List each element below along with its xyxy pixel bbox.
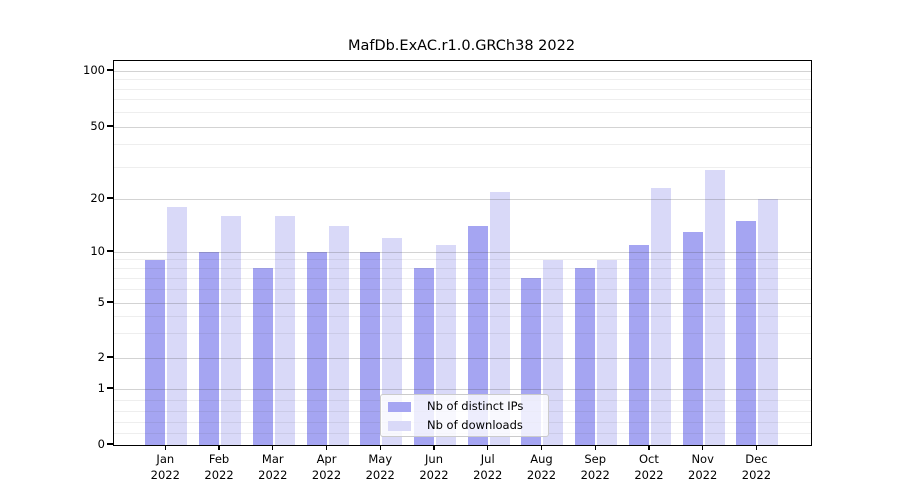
gridline-major [114,126,811,128]
x-tick [272,445,274,450]
y-tick [107,69,113,71]
x-tick-label: Aug 2022 [526,452,557,482]
x-tick-label: Mar 2022 [258,452,288,482]
x-tick [379,445,381,450]
grid-layer [114,61,811,445]
x-tick [487,445,489,450]
y-tick [107,443,113,445]
gridline-minor [114,111,811,113]
bar-downloads [167,207,188,445]
gridline-major [114,198,811,200]
gridline-minor [114,259,811,261]
y-tick-label: 0 [97,437,105,451]
legend: Nb of distinct IPs Nb of downloads [380,394,549,437]
y-tick-label: 2 [97,350,105,364]
x-tick [325,445,328,450]
x-tick-label: Sep 2022 [580,452,610,482]
gridline-major [114,251,811,253]
bar-distinct-ips [467,226,488,445]
gridline-major [114,357,811,359]
bar-distinct-ips [682,231,703,445]
bar-distinct-ips [736,220,757,445]
gridline-minor [114,277,811,279]
bar-downloads [382,238,403,445]
bars-layer [114,61,811,445]
y-tick-label: 20 [90,191,105,205]
bar-distinct-ips [360,252,381,445]
bar-distinct-ips [306,252,327,445]
bar-downloads [597,259,618,445]
bar-distinct-ips [145,259,166,445]
x-tick-label: Jan 2022 [150,452,180,482]
x-tick-label: Nov 2022 [688,452,718,482]
y-tick-label: 100 [83,63,105,77]
gridline-minor [114,99,811,101]
x-tick [594,445,596,450]
x-tick-label: Jul 2022 [473,452,503,482]
x-tick [433,445,435,450]
bar-distinct-ips [252,268,273,445]
bar-downloads [274,216,295,445]
y-tick-label: 1 [97,381,105,395]
x-tick [755,445,758,450]
x-tick [648,445,650,450]
x-tick-label: Jun 2022 [419,452,449,482]
plot-area: Nb of distinct IPs Nb of downloads [113,60,812,446]
gridline-minor [114,88,811,90]
x-tick-label: Oct 2022 [634,452,664,482]
bar-distinct-ips [628,244,649,445]
gridline-minor [114,267,811,269]
legend-label-downloads: Nb of downloads [427,418,523,432]
y-tick [107,125,113,127]
y-tick [107,356,113,358]
legend-swatch-downloads [388,421,411,431]
gridline-minor [114,166,811,168]
x-tick-label: Dec 2022 [741,452,772,482]
bar-downloads [328,226,349,445]
y-tick-label: 50 [90,119,105,133]
gridline-major [114,302,811,304]
gridline-minor [114,289,811,291]
x-tick-label: Apr 2022 [311,452,342,482]
legend-label-distinct-ips: Nb of distinct IPs [427,399,524,413]
x-tick [702,445,704,450]
y-tick [107,301,113,303]
legend-swatch-distinct-ips [388,402,411,412]
gridline-minor [114,144,811,146]
x-tick-label: May 2022 [365,452,395,482]
x-tick [218,445,220,450]
y-tick [107,250,113,252]
gridline-minor [114,315,811,317]
bar-downloads [650,188,671,445]
x-tick [540,445,543,450]
x-tick [164,445,166,450]
y-tick [107,197,113,199]
y-tick-label: 10 [90,244,105,258]
bar-downloads [758,199,779,445]
y-tick-label: 5 [97,295,105,309]
bar-downloads [704,169,725,445]
gridline-major [114,388,811,390]
chart-title: MafDb.ExAC.r1.0.GRCh38 2022 [347,38,576,54]
x-tick-label: Feb 2022 [204,452,234,482]
bar-distinct-ips [575,268,596,445]
gridline-major [114,70,811,72]
y-tick [107,387,113,389]
bar-distinct-ips [199,252,220,445]
gridline-minor [114,79,811,80]
bar-downloads [221,216,242,445]
bar-downloads [489,191,510,445]
gridline-minor [114,333,811,335]
